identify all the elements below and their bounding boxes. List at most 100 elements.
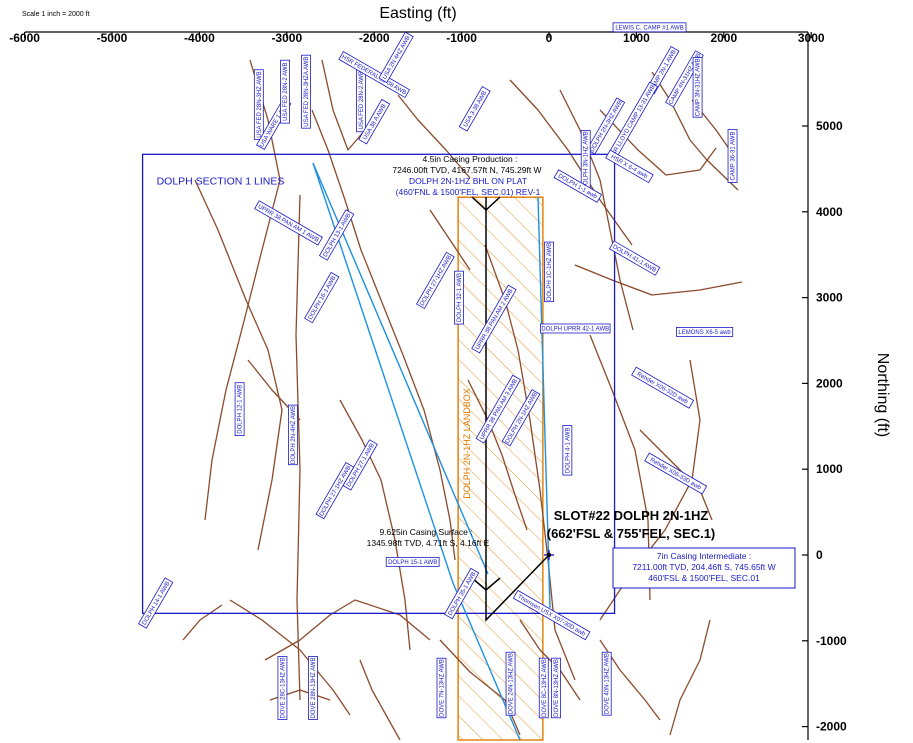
intermediate-line1: 7in Casing Intermediate : xyxy=(657,551,752,561)
well-label: DOLPH 1-1 awb xyxy=(553,169,603,203)
well-label: DOVE 8C-13HZ AWB xyxy=(538,657,549,719)
well-label-box xyxy=(551,657,561,719)
well-label-box xyxy=(358,98,391,145)
well-label-text: USA FED 28N-3HZA AWB xyxy=(304,57,310,127)
well-label-box xyxy=(512,589,591,641)
well-label-text: USA FED 28N-2 AWB xyxy=(359,71,365,129)
x-tick-label: 0 xyxy=(546,31,553,45)
well-label: DOLPH 27-1HZ AWB xyxy=(416,251,455,310)
well-label: CAMP 36-31 AWB xyxy=(727,129,738,183)
well-label: DOVE 28N-13HZ AWB xyxy=(308,656,318,720)
y-axis-title: Northing (ft) xyxy=(874,353,891,437)
well-label-box xyxy=(505,651,516,716)
well-label-box xyxy=(436,657,447,719)
well-label: LEMONS X6-5 awb xyxy=(676,327,734,337)
well-label: DOVE 7N-13HZ AWB xyxy=(436,657,447,719)
well-label: DOLPH 32-1 AWB xyxy=(454,270,464,325)
well-label-text: DOVE 24N-13HZ AWB xyxy=(509,653,515,714)
well-label-box xyxy=(338,50,411,99)
scale-note: Scale 1 inch = 2000 ft xyxy=(22,11,90,18)
well-label-text: DOLPH 16-1 AWB xyxy=(308,275,338,321)
well-label-text: DOLPH 4-1 AWB xyxy=(565,427,571,473)
well-label-box xyxy=(605,149,654,184)
well-label-box xyxy=(454,270,464,325)
well-label-box xyxy=(539,323,611,334)
well-label-box xyxy=(253,69,264,140)
well-label-text: DOLPH 32-1 AWB xyxy=(457,273,463,322)
well-label-box xyxy=(501,389,541,447)
well-label: USA FED 28N-2 AWB xyxy=(280,59,290,124)
well-label-text: LEWIS C. CAMP #1 AWB xyxy=(615,25,683,31)
well-label-box xyxy=(475,374,522,444)
well-label: DOLPH UPRR 42-1 AWB xyxy=(539,323,611,334)
surface-line1: 9.625in Casing Surface : xyxy=(379,527,472,537)
well-label-box xyxy=(342,439,378,491)
well-label-box xyxy=(254,200,323,246)
well-label-box xyxy=(727,129,738,183)
well-label-box xyxy=(608,240,661,276)
well-label-box xyxy=(280,59,290,124)
well-label-text: CAMP 36-31 AWB xyxy=(731,132,737,181)
x-axis-title: Easting (ft) xyxy=(379,5,456,22)
well-label-box xyxy=(644,452,708,495)
well-label-text: HSR LLOYD CAMP 13-31 AWB xyxy=(609,84,657,160)
well-label: DOVE 8N-13HZ AWB xyxy=(551,657,561,719)
well-label: DOLPH 12-1 AWB xyxy=(234,382,245,436)
y-tick-label: 0 xyxy=(816,548,823,562)
well-label-box xyxy=(378,31,414,84)
slot-label-line1: SLOT#22 DOLPH 2N-1HZ xyxy=(554,508,709,523)
well-label-box xyxy=(538,657,549,719)
well-label-text: DOVE 8C-13HZ AWB xyxy=(542,659,548,717)
well-label-text: DOLPH 1C-1HZ AWB xyxy=(547,243,553,301)
x-tick-label: -5000 xyxy=(97,31,128,45)
y-tick-label: -1000 xyxy=(816,634,847,648)
x-tick-label: -3000 xyxy=(271,31,302,45)
well-label-box xyxy=(676,327,734,337)
y-tick-label: 1000 xyxy=(816,462,843,476)
well-label: DOLPH 41-1 AWB xyxy=(608,240,661,276)
well-label-text: DOVE 7N-13HZ AWB xyxy=(439,659,445,717)
intermediate-line2: 7211.00ft TVD, 204.46ft S, 745.65ft W xyxy=(632,562,775,572)
y-tick-label: 2000 xyxy=(816,376,843,390)
well-label-text: DOVE 40N-13HZ AWB xyxy=(605,653,611,714)
section-boundary xyxy=(141,153,616,614)
well-label-box xyxy=(631,366,695,409)
well-label-box xyxy=(586,97,626,155)
production-line4: (460'FNL & 1500'FEL, SEC.01) REV-1 xyxy=(396,187,541,197)
slot-marker-dot xyxy=(546,552,552,558)
well-label-box xyxy=(138,577,174,629)
y-tick-label: 5000 xyxy=(816,119,843,133)
well-label-box xyxy=(443,567,480,620)
well-label: DOLPH 15-1 AWB xyxy=(385,556,440,567)
well-label: USA FED 28N-3HZ AWB xyxy=(253,69,264,140)
slot-label-line2: (662'FSL & 755'FEL, SEC.1) xyxy=(547,526,716,541)
well-label-text: CAMP 3N-31HZ AWB xyxy=(696,58,702,116)
well-label-box xyxy=(471,284,517,354)
well-label-box xyxy=(234,382,245,436)
well-label-box xyxy=(304,271,340,324)
well-label-text: LEMONS X6-5 awb xyxy=(678,330,731,336)
well-label-box xyxy=(308,656,318,720)
x-tick-label: -2000 xyxy=(359,31,390,45)
section-label: DOLPH SECTION 1 LINES xyxy=(157,175,285,187)
well-label: CAMP 3N-31HZ AWB xyxy=(692,57,703,118)
well-label-box xyxy=(385,556,440,567)
well-label-text: Rehder X06-32D awb xyxy=(636,372,690,406)
well-label: DOVE 28C-13HZ AWB xyxy=(277,656,288,720)
well-label: DOLPH 27-1HZ AWB xyxy=(315,462,355,520)
well-label-text: DOLPH UPRR 42-1 AWB xyxy=(541,326,609,332)
well-label-text: UPRR 38 PAN AM 1 AWB xyxy=(257,204,320,244)
well-label-box xyxy=(544,241,554,303)
slot-marker xyxy=(544,550,554,560)
well-label: DOLPH 2N-4HZ AWB xyxy=(288,404,298,466)
well-label: DOVE 24N-13HZ AWB xyxy=(505,651,516,716)
intermediate-box xyxy=(612,547,796,589)
x-tick-label: -4000 xyxy=(184,31,215,45)
production-line1: 4.5in Casing Production : xyxy=(423,154,518,164)
well-label: Rehder X06-32D awb xyxy=(631,366,695,409)
well-label-text: DOLPH 27-1HZ AWB xyxy=(319,465,353,517)
well-label: DOLPH 16-1 AWB xyxy=(304,271,340,324)
well-label-box xyxy=(277,656,288,720)
x-tick-label: 1000 xyxy=(623,31,650,45)
